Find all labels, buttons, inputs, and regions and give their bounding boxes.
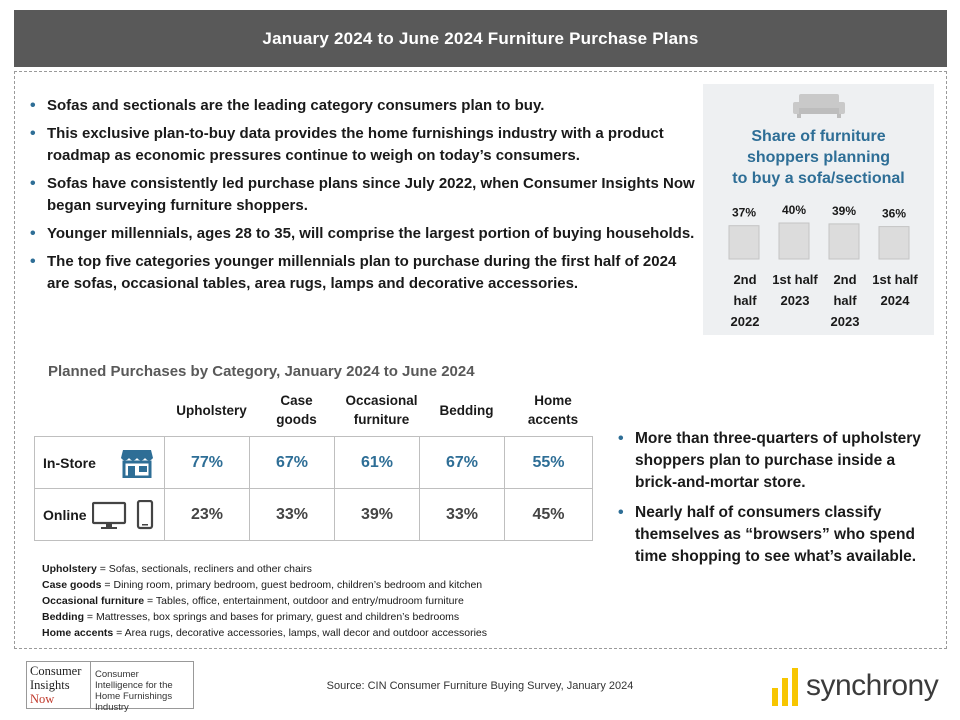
table-cell: 61% [334,436,420,489]
column-header: Upholstery [169,388,254,432]
category-label: half [733,293,757,308]
category-label: half [833,293,857,308]
definition-item: Bedding = Mattresses, box springs and ba… [42,611,460,623]
storefront-icon [121,449,153,478]
bullet-item: This exclusive plan-to-buy data provides… [30,123,698,167]
definition-item: Upholstery = Sofas, sectionals, recliner… [42,563,312,575]
column-header-line: Bedding [439,402,494,418]
bullet-item: Younger millennials, ages 28 to 35, will… [30,223,698,245]
source-note: Source: CIN Consumer Furniture Buying Su… [326,680,634,692]
right-bullet-list: More than three-quarters of upholstery s… [618,428,940,576]
bar [878,226,910,260]
bar-value-label: 40% [782,203,806,217]
table-title: Planned Purchases by Category, January 2… [48,363,475,380]
table-row: Online 23% 33% 39% 33% 45% [34,488,593,541]
bullet-item: More than three-quarters of upholstery s… [618,428,940,494]
column-header-line: furniture [353,412,410,427]
column-header-line: goods [276,412,317,427]
column-header: Bedding [424,388,509,432]
category-label: 2023 [781,293,810,308]
column-header-line: Upholstery [176,402,247,418]
category-label: 2nd [833,272,856,287]
bullet-item: Nearly half of consumers classify themse… [618,502,940,568]
table-cell: 33% [419,488,505,541]
column-header-line: Occasional [345,393,418,408]
bullet-item: The top five categories younger millenni… [30,251,698,295]
column-header-line: Home [534,393,572,408]
table-row: In-Store 77% 67% 61% 67% 55% [34,436,593,489]
category-label: 2023 [831,314,860,329]
column-header-line: Case [280,393,313,408]
content-frame [14,71,947,649]
bar [728,225,760,260]
definition-item: Home accents = Area rugs, decorative acc… [42,627,488,639]
row-header-instore: In-Store [34,436,165,489]
sofa-icon [793,94,845,118]
category-label: 1st half [772,272,818,287]
category-label: 2nd [733,272,756,287]
definitions-list: Upholstery = Sofas, sectionals, recliner… [42,561,602,641]
panel-title-line: Share of furniture [751,128,886,145]
category-label: 1st half [872,272,918,287]
cin-logo: Consumer Insights Now Consumer Intellige… [26,661,194,713]
table-cell: 77% [164,436,250,489]
cin-tagline: Consumer Intelligence for the Home Furni… [95,669,173,713]
table-cell: 45% [504,488,593,541]
table-cell: 67% [249,436,335,489]
panel-title-line: shoppers planning [746,149,891,166]
bar-value-label: 36% [882,207,906,221]
category-table: In-Store 77% 67% 61% 67% 55% Online [34,436,593,541]
panel-title-line: to buy a sofa/sectional [732,170,905,187]
row-header-online: Online [34,488,165,541]
column-header: Home accents [509,388,597,432]
table-cell: 33% [249,488,335,541]
bullet-item: Sofas have consistently led purchase pla… [30,173,698,217]
panel-title: Share of furniture shoppers planning to … [703,126,934,189]
bar-value-label: 39% [832,204,856,218]
category-label: 2022 [731,314,760,329]
column-header-line: accents [527,412,579,427]
cin-logo-word: Insights [30,678,70,692]
category-label: 2024 [881,293,911,308]
cin-logo-word: Consumer [30,664,82,678]
bar [778,222,810,260]
page-title: January 2024 to June 2024 Furniture Purc… [262,28,699,48]
bullet-item: Sofas and sectionals are the leading cat… [30,95,698,117]
definition-item: Occasional furniture = Tables, office, e… [42,595,464,607]
table-cell: 67% [419,436,505,489]
synchrony-wordmark: synchrony [806,669,939,702]
bar-value-label: 37% [732,206,756,220]
synchrony-logo: synchrony [772,664,939,708]
bar [828,223,860,260]
column-header: Occasional furniture [339,388,424,432]
table-cell: 39% [334,488,420,541]
row-label: Online [43,506,87,523]
row-label: In-Store [43,454,96,471]
devices-icon [92,499,154,529]
sofa-share-panel: Share of furniture shoppers planning to … [703,84,934,335]
top-bullet-list: Sofas and sectionals are the leading cat… [30,95,698,301]
table-cell: 55% [504,436,593,489]
sofa-bar-chart: 37% 2nd half 2022 40% 1st half 2023 39% 2nd half 2… [728,203,918,329]
cin-logo-word: Now [30,692,55,706]
table-cell: 23% [164,488,250,541]
definition-item: Case goods = Dining room, primary bedroo… [42,579,483,591]
column-header: Case goods [254,388,339,432]
page-header: January 2024 to June 2024 Furniture Purc… [14,10,947,67]
synchrony-mark-icon [772,668,798,706]
